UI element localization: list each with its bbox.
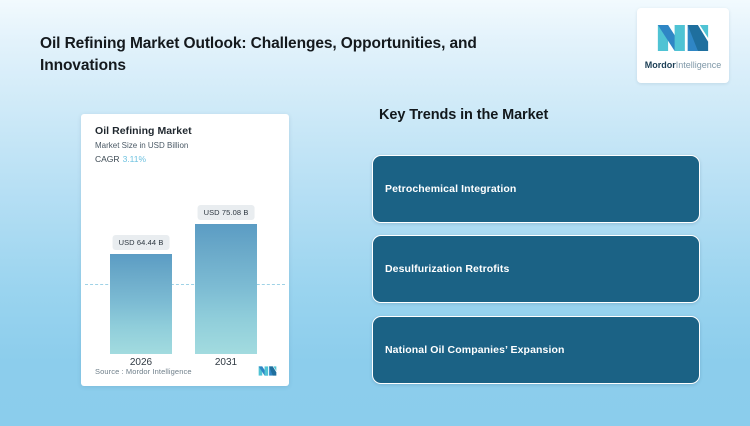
cagr-label: CAGR	[95, 154, 120, 164]
bar-2026	[110, 254, 172, 354]
bar-column-2026: USD 64.44 B	[110, 184, 172, 354]
bar-value-label-2026: USD 64.44 B	[112, 235, 170, 250]
bar-2031	[195, 224, 257, 354]
chart-title: Oil Refining Market	[95, 125, 192, 137]
trend-card-label: National Oil Companies’ Expansion	[385, 344, 565, 356]
cagr-value: 3.11%	[122, 154, 147, 164]
x-tick-2031: 2031	[214, 357, 238, 368]
trend-card-label: Desulfurization Retrofits	[385, 263, 510, 275]
chart-cagr: CAGR 3.11%	[95, 154, 279, 164]
trends-heading: Key Trends in the Market	[379, 107, 549, 123]
bar-value-label-2031: USD 75.08 B	[197, 205, 255, 220]
reference-dashed-line	[85, 284, 285, 285]
trend-card-label: Petrochemical Integration	[385, 183, 517, 195]
brand-name-light: Intelligence	[675, 60, 722, 70]
page-title: Oil Refining Market Outlook: Challenges,…	[40, 35, 477, 74]
trend-card-national-oil-companies-expansion[interactable]: National Oil Companies’ Expansion	[372, 316, 700, 384]
trend-card-petrochemical-integration[interactable]: Petrochemical Integration	[372, 155, 700, 223]
bar-column-2031: USD 75.08 B	[195, 184, 257, 354]
trend-card-desulfurization-retrofits[interactable]: Desulfurization Retrofits	[372, 235, 700, 303]
mordor-m-logo-icon	[656, 21, 710, 55]
mordor-m-logo-icon	[258, 365, 277, 377]
chart-footer: Source : Mordor Intelligence	[95, 365, 277, 377]
chart-subtitle: Market Size in USD Billion	[95, 141, 189, 150]
chart-source-label: Source : Mordor Intelligence	[95, 366, 192, 376]
chart-header: Oil Refining Market Market Size in USD B…	[95, 125, 279, 164]
brand-logo-box: MordorIntelligence	[637, 8, 729, 83]
chart-x-axis: 2026 2031	[81, 357, 289, 373]
brand-name-bold: Mordor	[644, 60, 676, 70]
x-tick-2026: 2026	[129, 357, 153, 368]
brand-wordmark: MordorIntelligence	[645, 61, 722, 70]
chart-card: Oil Refining Market Market Size in USD B…	[81, 114, 289, 386]
chart-plot-area: USD 64.44 B USD 75.08 B	[81, 184, 289, 354]
